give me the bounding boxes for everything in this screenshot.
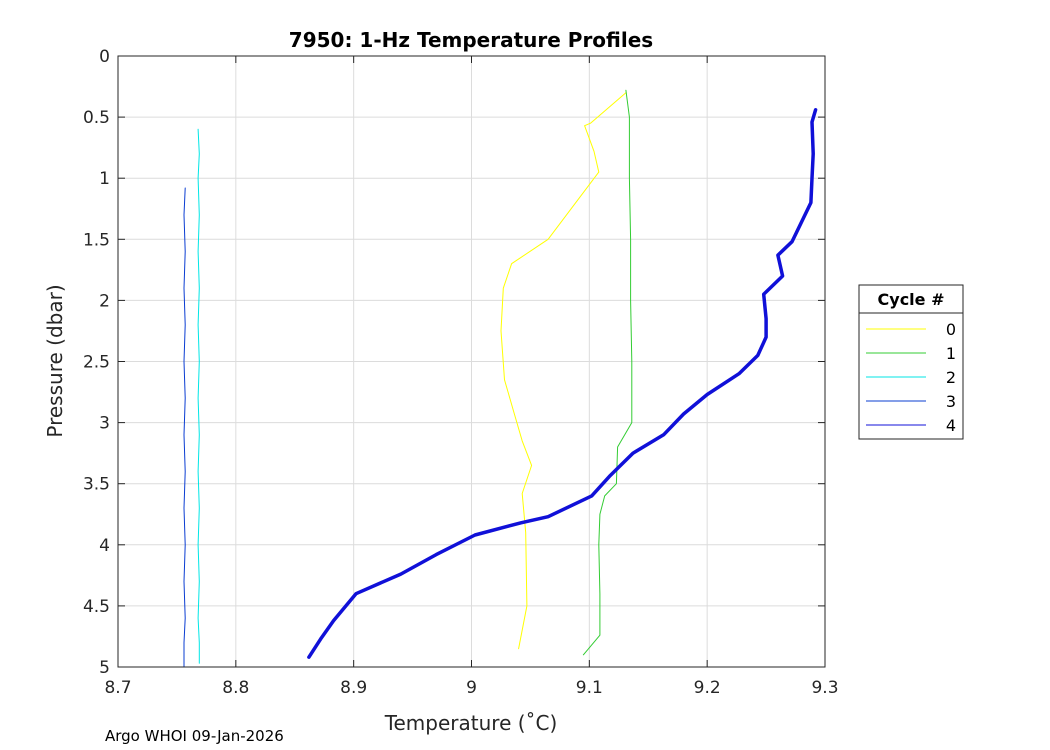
chart-title: 7950: 1-Hz Temperature Profiles <box>289 28 653 52</box>
series-line-cycle-4 <box>307 108 818 659</box>
legend-title: Cycle # <box>878 290 945 309</box>
y-tick-label: 1.5 <box>83 230 110 250</box>
x-axis-label: Temperature (˚C) <box>384 711 558 735</box>
tick-labels: 8.7 8.8 8.9 9 9.1 9.2 9.3 0 0.5 1 1.5 2 2.5 3 3.5 4 4.5 5 <box>83 47 839 698</box>
legend-label-cycle-0: 0 <box>946 320 956 339</box>
x-tick-label: 8.9 <box>340 678 367 698</box>
legend-label-cycle-3: 3 <box>946 392 956 411</box>
series-line-cycle-0 <box>500 92 627 650</box>
y-tick-label: 2 <box>99 291 110 311</box>
x-tick-label: 9.2 <box>694 678 721 698</box>
series-line-cycle-3 <box>183 187 186 668</box>
y-tick-label: 5 <box>99 658 110 678</box>
x-tick-label: 8.8 <box>222 678 249 698</box>
x-tick-label: 9.1 <box>576 678 603 698</box>
legend-box <box>858 284 964 440</box>
y-tick-label: 0 <box>99 47 110 67</box>
y-axis-label: Pressure (dbar) <box>43 284 67 437</box>
series-line-cycle-2 <box>197 128 200 664</box>
y-tick-label: 0.5 <box>83 108 110 128</box>
x-tick-label: 9 <box>466 678 477 698</box>
y-tick-label: 3 <box>99 414 110 434</box>
axis-ticks <box>117 55 826 668</box>
x-tick-label: 9.3 <box>811 678 838 698</box>
legend: Cycle # 0 1 2 3 4 <box>858 284 964 440</box>
legend-label-cycle-4: 4 <box>946 416 956 435</box>
y-tick-label: 4 <box>99 536 110 556</box>
series-line-cycle-1 <box>582 89 633 656</box>
legend-label-cycle-1: 1 <box>946 344 956 363</box>
y-tick-label: 1 <box>99 169 110 189</box>
footer-credit: Argo WHOI 09-Jan-2026 <box>105 727 284 745</box>
y-tick-label: 4.5 <box>83 597 110 617</box>
series-lines <box>183 89 818 668</box>
y-tick-label: 3.5 <box>83 475 110 495</box>
legend-label-cycle-2: 2 <box>946 368 956 387</box>
y-tick-label: 2.5 <box>83 353 110 373</box>
x-tick-label: 8.7 <box>104 678 131 698</box>
